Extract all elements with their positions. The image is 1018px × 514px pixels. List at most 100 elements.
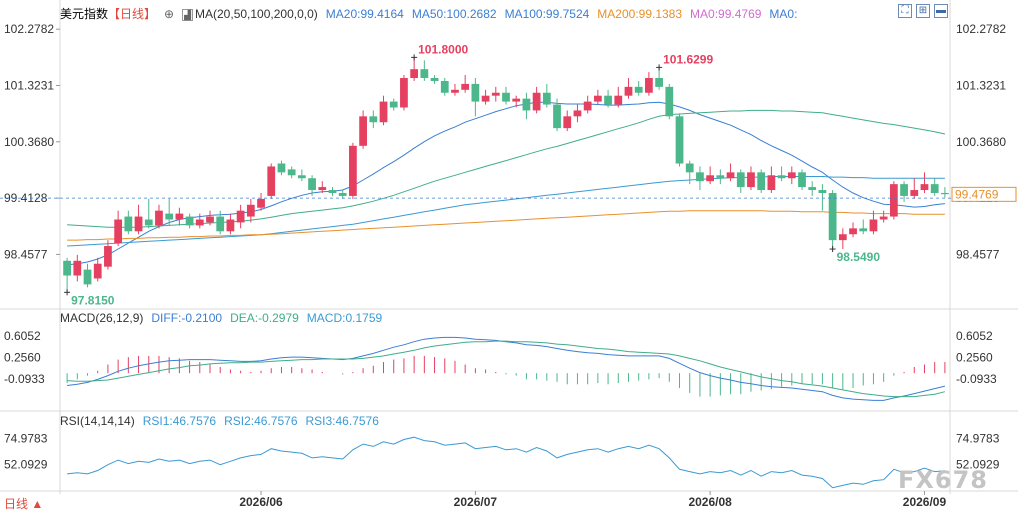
candles: [63, 57, 949, 293]
macd-label: MACD(26,12,9): [60, 311, 144, 325]
annotation-label-1: 101.6299: [663, 52, 713, 66]
candle-body: [83, 269, 92, 285]
price-tick-left-4: 98.4577: [4, 247, 48, 261]
candle-body: [114, 219, 123, 244]
ma-value-5: MA0:: [769, 7, 798, 21]
annotation-label-3: 97.8150: [71, 293, 115, 307]
annotation-label-0: 101.8000: [418, 42, 468, 56]
candle-body: [736, 172, 745, 188]
candle-body: [124, 216, 133, 232]
chart-type-icon[interactable]: ▟: [182, 9, 194, 21]
candle-body: [481, 95, 490, 102]
grid-icon[interactable]: ⊞: [916, 4, 930, 18]
candle-body: [808, 187, 817, 191]
candle-body: [818, 190, 827, 193]
annotation-label-2: 98.5490: [837, 250, 881, 264]
x-tick-label-1: 2026/07: [454, 495, 498, 509]
annotations: 101.8000 101.6299 98.5490 97.8150: [64, 42, 880, 307]
rsi2-value: RSI2:46.7576: [224, 414, 298, 428]
price-tick-left-2: 100.3680: [4, 135, 54, 149]
macd-dea-line: [67, 340, 946, 398]
candle-body: [726, 172, 735, 179]
rsi-label: RSI(14,14,14): [60, 414, 135, 428]
candle-body: [440, 80, 449, 93]
candle-body: [685, 163, 694, 173]
candle-body: [471, 83, 480, 102]
watermark-logo: FX678: [898, 466, 988, 494]
candle-body: [420, 69, 429, 79]
candle-body: [757, 172, 766, 191]
candle-body: [563, 116, 572, 129]
candle-body: [502, 92, 510, 102]
candle-body: [593, 95, 602, 102]
price-tick-right-0: 102.2782: [956, 22, 1006, 36]
period-label[interactable]: 【日线】: [108, 7, 157, 21]
candle-body: [604, 95, 612, 105]
rsi1-value: RSI1:46.7576: [142, 414, 217, 428]
candle-body: [287, 169, 296, 176]
rsi-tick-left-1: 52.0929: [4, 458, 48, 472]
ma-value-3: MA200:99.1383: [597, 7, 683, 21]
candle-body: [675, 116, 684, 164]
macd-tick-right-2: -0.0933: [956, 372, 997, 386]
candle-body: [93, 263, 102, 279]
macd-panel: 0.6052 0.6052 0.2560 0.2560 -0.0933 -0.0933: [4, 329, 997, 401]
price-axis: 102.2782 102.2782 101.3231 101.3231 100.3680…: [0, 22, 1017, 261]
candle-body: [369, 116, 378, 123]
rsi-header: RSI(14,14,14) RSI1:46.7576 RSI2:46.7576 RSI…: [60, 414, 387, 428]
ma-line-ma20: [67, 101, 945, 266]
candle-body: [226, 219, 235, 232]
candle-body: [491, 92, 500, 96]
minimize-icon[interactable]: ▬: [934, 4, 948, 18]
candle-body: [624, 86, 633, 96]
candle-body: [410, 69, 419, 79]
ma-value-1: MA50:100.2682: [411, 7, 497, 21]
candle-body: [216, 216, 225, 232]
candle-body: [879, 216, 888, 220]
rsi-panel: 74.9783 74.9783 52.0929 52.0929: [4, 431, 1000, 489]
settings-icon[interactable]: ⊕: [164, 7, 175, 21]
candle-body: [400, 78, 408, 108]
candle-body: [900, 184, 908, 196]
price-tick-right-1: 101.3231: [956, 78, 1006, 92]
candle-body: [512, 98, 521, 102]
candle-body: [451, 89, 459, 93]
fullscreen-icon[interactable]: ⛶: [898, 4, 912, 18]
candle-body: [308, 178, 316, 191]
ma-lines: [67, 101, 946, 266]
ma-value-2: MA100:99.7524: [504, 7, 590, 21]
candle-body: [532, 92, 541, 111]
candle-body: [583, 101, 592, 111]
macd-diff: DIFF:-0.2100: [151, 311, 223, 325]
candle-body: [787, 172, 796, 179]
candle-body: [73, 260, 82, 276]
candle-body: [277, 163, 286, 173]
candle-body: [706, 175, 715, 182]
candle-body: [767, 175, 776, 191]
candle-body: [389, 101, 398, 108]
candle-body: [328, 190, 337, 193]
candle-body: [63, 260, 71, 276]
ma-values: MA20:99.4164 MA50:100.2682 MA100:99.7524 MA…: [326, 7, 806, 21]
candle-body: [920, 184, 929, 191]
macd-tick-right-0: 0.6052: [956, 329, 993, 343]
macd-diff-line: [67, 336, 946, 401]
macd-header: MACD(26,12,9) DIFF:-0.2100 DEA:-0.2979 MACD…: [60, 311, 390, 325]
candle-body: [379, 101, 388, 123]
window-controls: ⛶ ⊞ ▬: [898, 4, 948, 18]
candle-body: [461, 83, 470, 90]
candle-body: [665, 86, 674, 117]
ma-value-4: MA0:99.4769: [690, 7, 762, 21]
candle-body: [104, 246, 112, 267]
candle-body: [165, 213, 174, 220]
candle-body: [338, 192, 347, 196]
candle-body: [573, 110, 582, 117]
candle-body: [696, 172, 704, 182]
candle-body: [206, 216, 214, 223]
rsi-tick-right-1: 52.0929: [956, 458, 1000, 472]
price-tick-right-2: 100.3680: [956, 135, 1006, 149]
candle-body: [838, 234, 847, 241]
period-toggle-button[interactable]: 日线 ▲: [4, 497, 44, 511]
candle-body: [349, 145, 357, 196]
candle-body: [645, 78, 653, 93]
